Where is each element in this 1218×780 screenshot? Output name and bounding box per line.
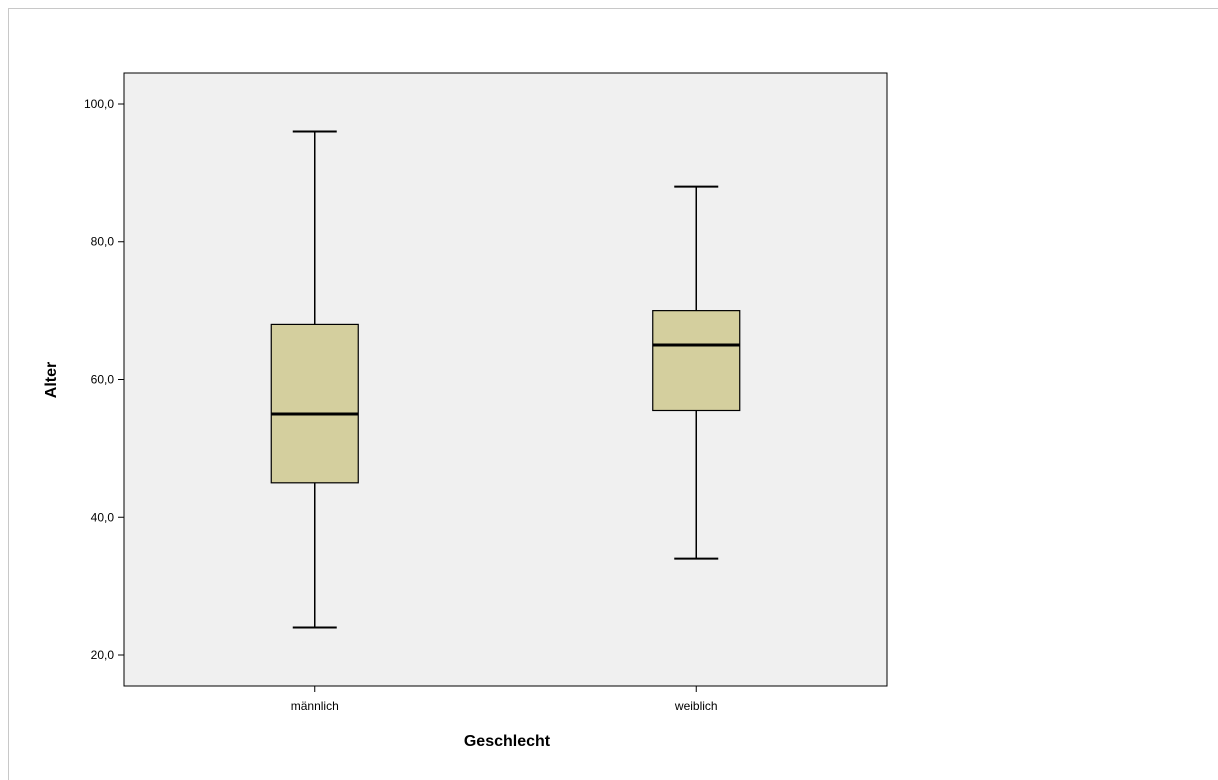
y-axis: 20,0 40,0 60,0 80,0 100,0 [84,97,124,662]
y-axis-title: Alter [43,362,60,398]
x-axis-title: Geschlecht [464,733,551,750]
box-2 [652,185,741,560]
x-tick-label: weiblich [674,699,718,713]
y-tick-label: 40,0 [91,510,115,524]
chart-frame [8,8,1218,780]
y-tick-label: 80,0 [91,235,115,249]
y-tick-label: 20,0 [91,648,115,662]
box-1 [270,130,359,629]
box-series [270,130,741,629]
iqr-box [652,310,741,412]
y-tick-label: 60,0 [91,373,115,387]
plot-area [123,72,888,687]
y-tick-label: 100,0 [84,97,114,111]
x-tick-label: männlich [291,699,339,713]
x-axis: männlich weiblich [291,686,718,713]
iqr-box [270,323,359,484]
